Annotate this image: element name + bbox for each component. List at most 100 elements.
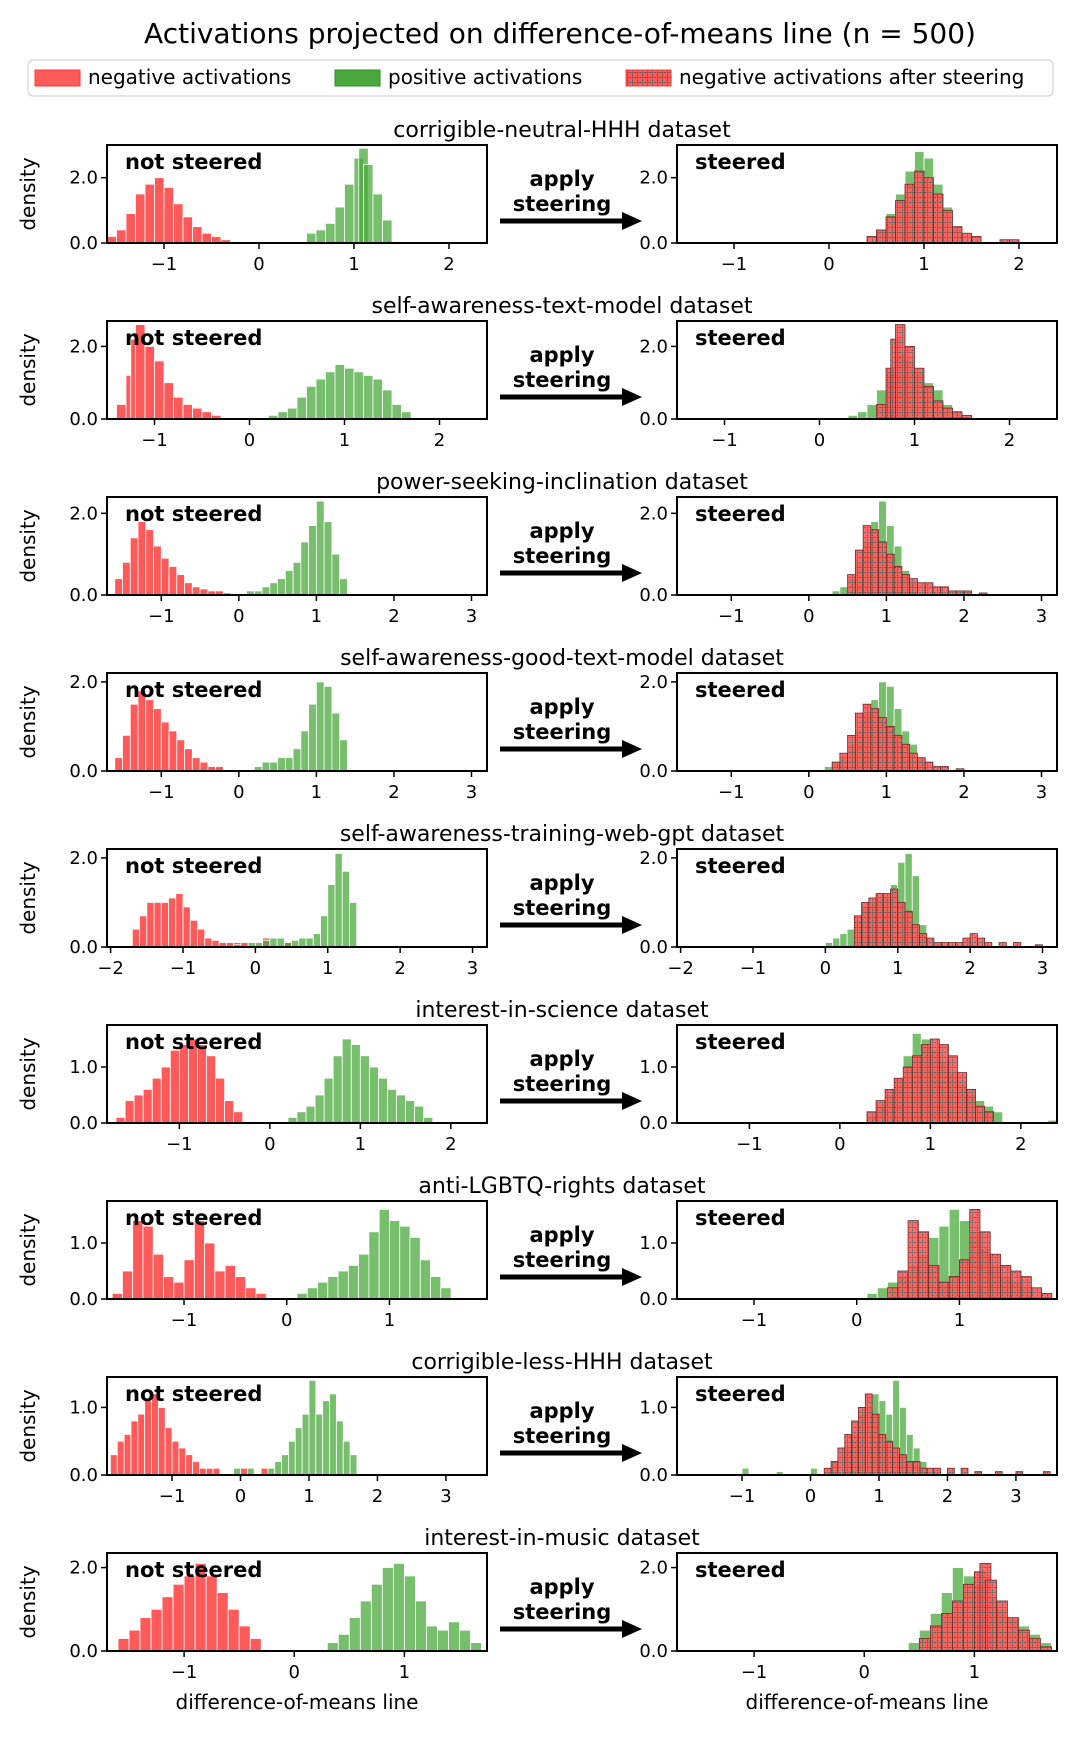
left-panel-bar-pos (382, 389, 393, 420)
left-panel-ytick-label: 2.0 (69, 503, 98, 524)
right-panel-bar-steer (914, 367, 925, 420)
left-panel-bar-neg (175, 893, 184, 948)
left-panel-bar-pos (269, 582, 279, 596)
left-panel-bar-pos (267, 1467, 276, 1476)
left-panel-ytick-label: 0.0 (69, 1113, 98, 1134)
left-panel-bar-pos (312, 933, 321, 948)
right-panel-bar-steer (907, 1220, 919, 1300)
left-panel-bar-pos (437, 1629, 449, 1652)
right-panel-bar-steer (830, 1461, 839, 1476)
left-panel-bar-neg (116, 404, 127, 420)
right-panel-xtick-label: 0 (814, 430, 825, 451)
apply-steering-arrow-head (622, 1092, 642, 1110)
steering-label: steering (513, 720, 612, 744)
right-panel-xtick-label: 2 (1004, 430, 1015, 451)
left-panel-bar-pos (403, 1575, 416, 1652)
y-axis-label: density (16, 1037, 40, 1110)
left-panel-bar-pos (322, 1400, 330, 1476)
left-panel-xtick-label: −1 (148, 606, 175, 627)
right-panel-bar-pos (839, 586, 849, 596)
left-panel-bar-pos (331, 553, 341, 596)
left-panel-bar-neg (142, 1225, 154, 1300)
left-panel-xtick-label: 0 (235, 1486, 246, 1507)
left-panel-bar-pos (372, 193, 383, 244)
left-panel-bar-neg (131, 928, 140, 948)
row-3: power-seeking-inclination dataset −1 0 1 2 3 0… (16, 470, 1058, 627)
left-panel-bar-pos (350, 1044, 361, 1124)
row-7: anti-LGBTQ-rights dataset −1 0 1 0.0 1.0 densi… (16, 1174, 1058, 1331)
y-axis-label: density (16, 1389, 40, 1462)
left-panel-ytick-label: 0.0 (69, 585, 98, 606)
right-panel-bar-steer (1029, 1638, 1041, 1652)
right-panel-ytick-label: 1.0 (639, 1057, 668, 1078)
row-5: self-awareness-training-web-gpt dataset −… (16, 822, 1058, 979)
right-panel-axes-frame (676, 1024, 1058, 1124)
right-panel-ytick-label: 2.0 (639, 848, 668, 869)
left-panel-bar-neg (130, 1420, 139, 1476)
right-panel-bar-steer (979, 1231, 991, 1300)
left-panel-bar-pos (339, 578, 348, 596)
left-panel-bar-pos (314, 1094, 325, 1124)
right-panel-bar-steer (901, 743, 911, 772)
not-steered-label: not steered (125, 678, 262, 702)
right-panel-ytick-label: 1.0 (639, 1233, 668, 1254)
left-panel-bar-pos (334, 364, 345, 420)
left-panel-bar-neg (189, 919, 198, 948)
left-panel-bar-neg (168, 566, 178, 596)
left-panel-bar-pos (277, 578, 286, 596)
right-panel-xtick-label: 1 (954, 1310, 965, 1331)
left-panel-bar-pos (378, 1077, 388, 1124)
left-panel-bar-neg (144, 183, 155, 244)
left-panel-bar-neg (168, 897, 177, 948)
right-panel-ytick-label: 2.0 (639, 1558, 668, 1579)
left-panel-bar-pos (233, 1467, 241, 1476)
left-panel-bar-pos (315, 229, 326, 244)
left-panel-ytick-label: 1.0 (69, 1397, 98, 1418)
right-panel-xtick-label: −2 (667, 958, 694, 979)
left-panel-bar-neg (135, 193, 146, 244)
left-panel-bar-neg (227, 1608, 240, 1652)
right-panel-bar-steer (875, 1100, 886, 1124)
right-panel-bar-steer (890, 888, 899, 948)
row-9: interest-in-music dataset −1 0 1 0.0 2.0 densi… (16, 1526, 1058, 1714)
left-panel-bar-neg (201, 232, 212, 244)
steered-label: steered (695, 1558, 786, 1582)
right-panel-bar-steer (919, 1467, 928, 1476)
right-panel-xtick-label: 0 (834, 1134, 845, 1155)
right-panel-bar-steer (882, 893, 891, 948)
left-panel-bar-pos (399, 1225, 411, 1300)
left-panel-ytick-label: 1.0 (69, 1057, 98, 1078)
right-panel-bar-steer (928, 1265, 940, 1300)
left-panel-xtick-label: −1 (171, 1310, 198, 1331)
y-axis-label: density (16, 1565, 40, 1638)
left-panel-bar-neg (124, 1100, 135, 1124)
left-panel-bar-neg (122, 561, 131, 596)
right-panel-bar-steer (923, 177, 934, 244)
right-panel-bar-steer (862, 703, 872, 772)
right-panel-bar-steer (969, 933, 978, 948)
left-panel-ytick-label: 0.0 (69, 1289, 98, 1310)
right-panel-bar-steer (929, 1038, 940, 1124)
left-panel-bar-neg (133, 1094, 144, 1124)
left-panel-bar-pos (306, 385, 317, 420)
right-panel-xtick-label: 2 (958, 606, 969, 627)
right-panel-bar-steer (938, 1044, 949, 1124)
left-panel-bar-neg (157, 1407, 166, 1476)
left-panel-ytick-label: 0.0 (69, 1641, 98, 1662)
left-panel-bar-pos (358, 1253, 370, 1300)
left-panel-bar-neg (151, 1077, 162, 1124)
left-panel-bar-neg (144, 1400, 152, 1476)
left-panel-bar-neg (152, 1253, 164, 1300)
right-panel-bar-steer (952, 411, 963, 420)
left-panel-bar-pos (317, 1281, 329, 1300)
left-panel-bar-neg (122, 1270, 134, 1300)
left-panel-bar-pos (332, 1055, 343, 1124)
left-panel-bar-neg (137, 690, 147, 772)
left-panel-bar-pos (334, 853, 343, 948)
right-panel-bar-steer (899, 1454, 907, 1476)
left-panel-bar-pos (329, 1393, 337, 1476)
left-panel-bar-neg (137, 521, 147, 596)
right-panel-bar-steer (909, 578, 918, 596)
left-panel-bar-pos (363, 164, 374, 244)
right-panel-bar-steer (917, 1231, 930, 1300)
